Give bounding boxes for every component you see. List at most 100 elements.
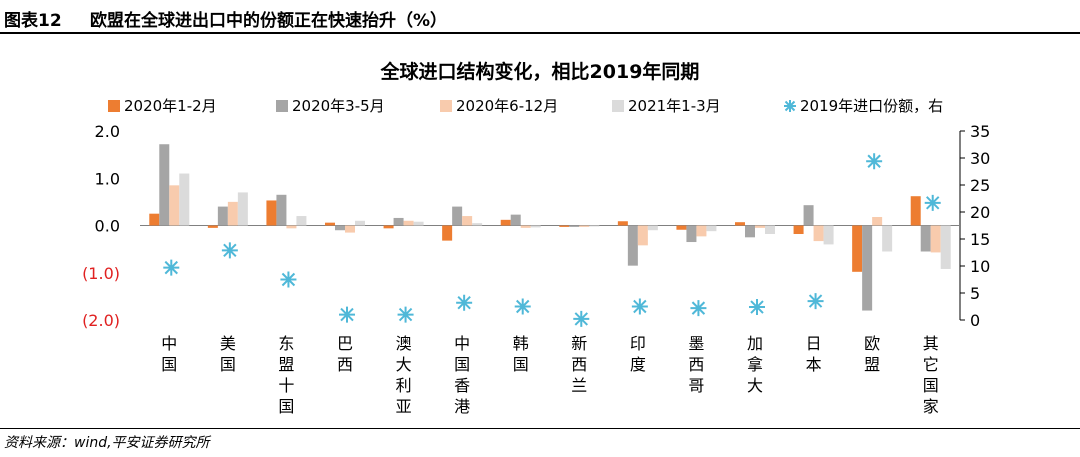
right-tick-label: 25 — [970, 176, 990, 195]
bar — [413, 221, 424, 226]
category-label: 韩 — [513, 334, 529, 353]
category-label: 拿 — [747, 355, 763, 374]
legend-swatch-marker — [784, 100, 796, 112]
bar — [345, 225, 355, 233]
legend-entry: 2020年6-12月 — [456, 97, 558, 115]
bar — [530, 225, 541, 228]
legend-entry: 2021年1-3月 — [628, 97, 721, 115]
bar — [920, 225, 931, 252]
legend-entry: 2020年3-5月 — [292, 97, 385, 115]
right-tick-label: 30 — [970, 149, 990, 168]
category-label: 国 — [161, 355, 177, 374]
category-label: 国 — [454, 355, 470, 374]
legend-swatch — [276, 100, 288, 112]
scatter-point — [807, 293, 824, 310]
scatter-point — [339, 306, 355, 323]
category-label: 美 — [220, 334, 236, 353]
right-tick-label: 20 — [970, 203, 990, 222]
category-label: 欧 — [864, 334, 880, 353]
bar — [452, 206, 463, 226]
scatter-point — [280, 271, 297, 288]
bar — [276, 194, 287, 226]
category-label: 西 — [571, 355, 587, 374]
bar — [559, 225, 570, 227]
right-tick-label: 5 — [970, 284, 980, 303]
right-tick-label: 0 — [970, 311, 980, 330]
category-label: 印 — [630, 334, 646, 353]
bar — [237, 192, 248, 226]
scatter-point — [631, 298, 648, 315]
legend-swatch — [440, 100, 452, 112]
left-tick-label: 0.0 — [95, 217, 120, 236]
scatter-point — [456, 294, 473, 311]
bar — [735, 222, 745, 226]
legend-entry: 2020年1-2月 — [124, 97, 217, 115]
bar — [706, 225, 717, 232]
bar — [647, 225, 658, 231]
category-label: 家 — [923, 397, 939, 416]
category-label: 盟 — [278, 355, 294, 374]
category-label: 利 — [396, 376, 412, 395]
scatter-point — [397, 306, 414, 323]
bar — [627, 225, 638, 266]
source-note: 资料来源：wind,平安证券研究所 — [4, 435, 210, 451]
legend-swatch — [612, 100, 624, 112]
bar — [169, 185, 180, 226]
bar — [637, 225, 648, 246]
bar — [325, 222, 335, 226]
bar — [862, 225, 873, 311]
bar — [823, 225, 834, 245]
bar — [207, 225, 218, 228]
footer-divider — [0, 428, 1080, 429]
bar — [286, 225, 297, 229]
category-label: 东 — [278, 334, 294, 353]
category-label: 港 — [454, 397, 470, 416]
figure-label: 图表12 — [4, 11, 62, 31]
bar — [179, 173, 190, 226]
category-label: 国 — [278, 397, 294, 416]
bar — [217, 206, 228, 226]
legend-swatch — [108, 100, 120, 112]
category-label: 其 — [923, 334, 939, 353]
bar — [159, 144, 170, 226]
bar — [940, 225, 951, 269]
scatter-point — [866, 153, 883, 170]
bar — [803, 205, 814, 226]
left-tick-label: (2.0) — [82, 311, 120, 330]
category-label: 国 — [923, 376, 939, 395]
right-tick-label: 35 — [970, 122, 990, 141]
category-label: 盟 — [864, 355, 880, 374]
category-label: 哥 — [688, 376, 704, 395]
bar — [569, 225, 580, 227]
category-label: 中 — [454, 334, 470, 353]
bar — [383, 225, 394, 229]
category-label: 中 — [161, 334, 177, 353]
bar — [745, 225, 755, 238]
bar — [813, 225, 824, 242]
bar — [149, 213, 160, 226]
legend-entry: 2019年进口份额，右 — [800, 97, 943, 115]
bar — [755, 225, 765, 228]
bar — [696, 225, 707, 237]
scatter-point — [514, 298, 531, 315]
bar — [296, 216, 307, 226]
figure-header: 图表12 欧盟在全球进出口中的份额正在快速抬升（%） — [0, 0, 1080, 34]
scatter-point — [221, 242, 238, 259]
category-label: 亚 — [396, 397, 412, 416]
category-label: 墨 — [688, 334, 704, 353]
bar — [686, 225, 697, 243]
category-label: 大 — [747, 376, 763, 395]
bar — [882, 225, 893, 252]
left-tick-label: 2.0 — [95, 122, 120, 141]
scatter-point — [573, 310, 590, 327]
bar — [676, 225, 687, 230]
category-label: 兰 — [571, 376, 587, 395]
category-label: 它 — [923, 355, 939, 374]
category-label: 度 — [630, 355, 646, 374]
bar — [617, 221, 628, 226]
bar — [510, 214, 521, 226]
category-label: 国 — [220, 355, 236, 374]
bar — [355, 220, 365, 226]
bar — [442, 225, 453, 241]
